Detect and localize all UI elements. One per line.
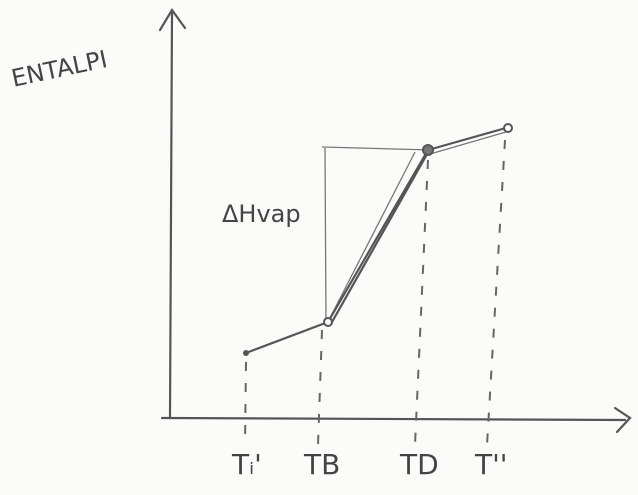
x-axis (162, 418, 625, 420)
delta-line (322, 147, 432, 150)
x-label: Tᵢ' (231, 448, 262, 481)
page: ENTALPI ΔHvap Tᵢ' TB TD T'' (() => { con… (0, 0, 638, 495)
point (504, 124, 512, 132)
curve-segment (246, 322, 328, 353)
guide-line (487, 140, 505, 445)
curve-segment (428, 128, 506, 150)
delta-line (330, 152, 415, 318)
curve-segment (328, 150, 428, 322)
point (324, 318, 332, 326)
x-label: T'' (474, 448, 508, 481)
y-axis-label: ENTALPI (9, 45, 110, 93)
curve-segment (332, 156, 426, 322)
y-axis (170, 12, 172, 418)
delta-line (325, 148, 326, 322)
point (243, 350, 249, 356)
x-label: TB (303, 448, 340, 481)
diagram: ENTALPI ΔHvap Tᵢ' TB TD T'' (0, 0, 638, 495)
annotation: ΔHvap (222, 200, 301, 228)
guide-line (415, 160, 428, 445)
guide-line (245, 362, 246, 445)
curve-segment (430, 132, 506, 154)
point (423, 145, 433, 155)
x-label: TD (399, 448, 439, 481)
guide-line (318, 330, 322, 445)
